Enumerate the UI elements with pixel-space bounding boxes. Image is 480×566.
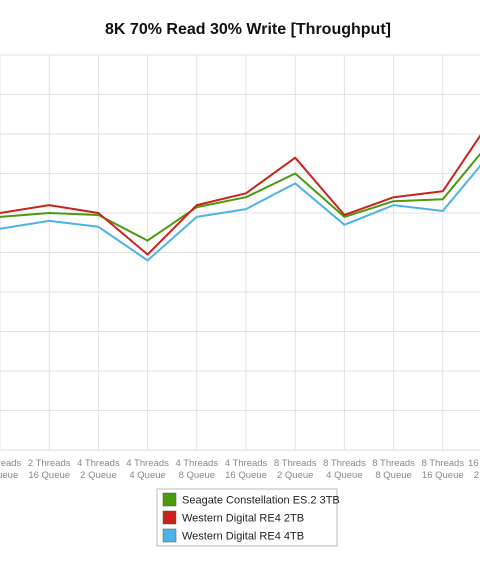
legend-box — [156, 488, 338, 547]
series-line-2 — [0, 134, 480, 256]
x-tick-label: 16 Queue — [28, 470, 70, 481]
x-tick-label: 16 Queue — [225, 470, 267, 481]
x-tick-label: 4 Queue — [326, 470, 362, 481]
x-tick-label: 4 Threads — [175, 458, 218, 469]
x-tick-label: 2 Queue — [80, 470, 116, 481]
legend-swatch — [162, 528, 177, 543]
x-tick-label: 8 Threads — [421, 458, 464, 469]
x-tick-label: 8 Queue — [0, 470, 18, 481]
legend-swatch — [162, 492, 177, 507]
x-tick-label: 4 Threads — [225, 458, 268, 469]
legend: Seagate Constellation ES.2 3TB Western Di… — [156, 488, 340, 547]
x-tick-label: 4 Threads — [126, 458, 169, 469]
x-tick-label: 4 Queue — [129, 470, 165, 481]
x-tick-label: 16 Threads — [468, 458, 480, 469]
legend-swatch — [162, 510, 177, 525]
x-tick-label: 8 Threads — [372, 458, 415, 469]
x-tick-label: 8 Threads — [323, 458, 366, 469]
series-line-1 — [0, 152, 480, 242]
legend-label: Seagate Constellation ES.2 3TB — [182, 495, 340, 507]
x-tick-label: 16 Queue — [422, 470, 464, 481]
x-tick-label: 8 Queue — [375, 470, 411, 481]
chart-title: 8K 70% Read 30% Write [Throughput] — [105, 21, 391, 38]
legend-label: Western Digital RE4 2TB — [182, 513, 304, 525]
series-lines — [0, 134, 480, 262]
grid — [0, 54, 480, 451]
x-tick-label: 2 Queue — [474, 470, 480, 481]
x-tick-label: 2 Queue — [277, 470, 313, 481]
x-tick-label: 8 Queue — [179, 470, 215, 481]
x-tick-label: 2 Threads — [28, 458, 71, 469]
series-line-3 — [0, 164, 480, 262]
x-tick-label: 4 Threads — [77, 458, 120, 469]
x-tick-label: 2 Threads — [0, 458, 22, 469]
x-tick-label: 8 Threads — [274, 458, 317, 469]
legend-label: Western Digital RE4 4TB — [182, 531, 304, 543]
